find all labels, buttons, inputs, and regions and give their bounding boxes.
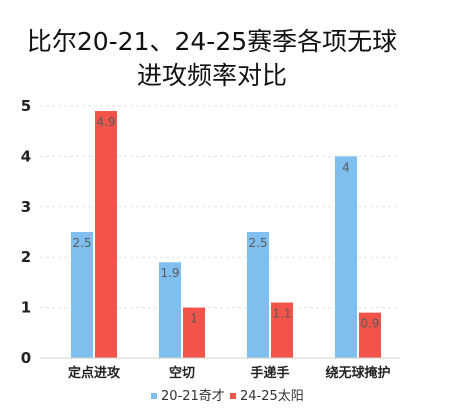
y-axis: 0 1 2 3 4 5 <box>21 97 31 367</box>
legend[interactable]: 20-21奇才 24-25太阳 <box>151 388 304 404</box>
y-tick-label-4: 4 <box>21 147 31 165</box>
bar-3-series-0[interactable] <box>335 156 357 358</box>
bar-1-series-0[interactable] <box>159 262 181 358</box>
legend-swatch-series-0 <box>151 393 157 399</box>
x-tick-label-2: 手递手 <box>250 365 289 381</box>
data-label-2-series-1: 1.1 <box>272 307 291 321</box>
legend-label-series-0[interactable]: 20-21奇才 <box>161 388 225 404</box>
chart-title-line-1: 比尔20-21、24-25赛季各项无球 <box>27 27 397 56</box>
y-tick-label-1: 1 <box>21 299 31 317</box>
x-axis: 定点进攻 空切 手递手 绕无球掩护 <box>67 365 391 381</box>
data-label-1-series-0: 1.9 <box>160 266 179 280</box>
bar-0-series-0[interactable] <box>71 232 93 358</box>
bars: 2.5 4.9 1.9 1 2.5 1.1 4 0.9 <box>71 111 381 358</box>
legend-label-series-1[interactable]: 24-25太阳 <box>240 389 304 404</box>
bar-1-series-1[interactable] <box>183 307 205 358</box>
bar-0-series-1[interactable] <box>95 111 117 358</box>
y-tick-label-3: 3 <box>21 198 31 216</box>
y-tick-label-0: 0 <box>21 349 31 367</box>
data-label-3-series-1: 0.9 <box>360 317 379 331</box>
bar-2-series-0[interactable] <box>247 232 269 358</box>
x-tick-label-3: 绕无球掩护 <box>325 365 390 381</box>
bar-3-series-1[interactable] <box>359 312 381 358</box>
x-tick-label-0: 定点进攻 <box>67 365 121 381</box>
legend-swatch-series-1 <box>230 393 236 399</box>
data-label-3-series-0: 4 <box>342 160 350 174</box>
y-tick-label-5: 5 <box>21 97 31 115</box>
bar-2-series-1[interactable] <box>271 302 293 358</box>
data-label-0-series-0: 2.5 <box>72 236 91 250</box>
data-label-0-series-1: 4.9 <box>96 115 115 129</box>
data-label-2-series-0: 2.5 <box>248 236 267 250</box>
x-tick-label-1: 空切 <box>169 365 195 381</box>
data-label-1-series-1: 1 <box>190 312 198 326</box>
chart-title-line-2: 进攻频率对比 <box>137 61 287 90</box>
y-tick-label-2: 2 <box>21 248 31 266</box>
